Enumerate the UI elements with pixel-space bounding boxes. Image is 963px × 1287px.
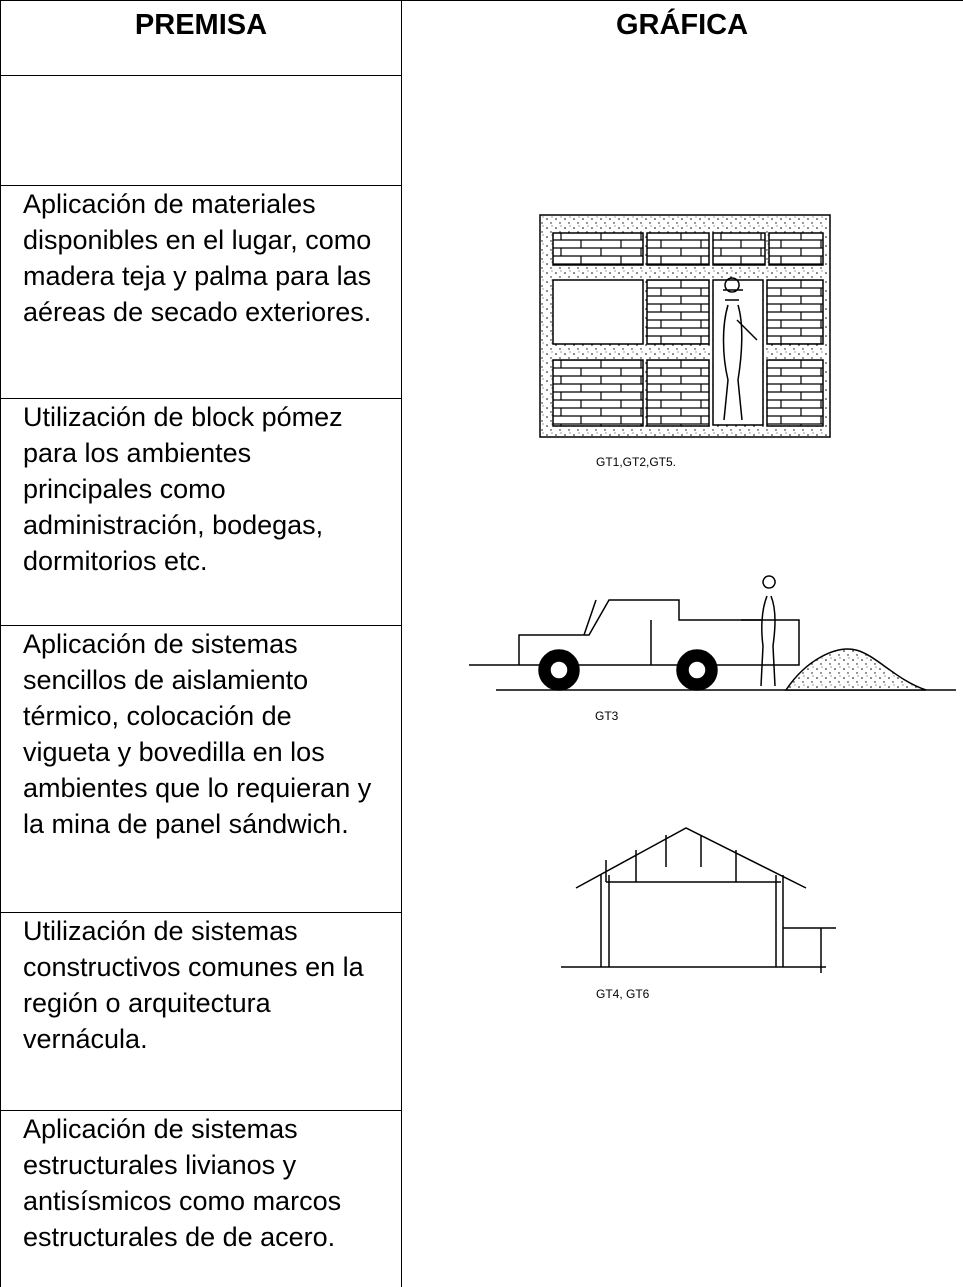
- figure-caption: GT1,GT2,GT5.: [596, 455, 677, 469]
- drawings: [469, 214, 956, 973]
- empty-cell: [0, 75, 402, 186]
- wall-drawing: [539, 214, 831, 438]
- header-grafica: GRÁFICA: [401, 0, 963, 76]
- premise: Utilización de block pómez para los ambi…: [0, 398, 402, 626]
- premise: Utilización de sistemas constructivos co…: [0, 912, 402, 1111]
- figure-caption: GT4, GT6: [596, 987, 650, 1001]
- figure-caption: GT3: [595, 709, 619, 723]
- premise: Aplicación de sistemas sencillos de aisl…: [0, 625, 402, 913]
- truck-drawing: [469, 575, 956, 691]
- header-premisa: PREMISA: [0, 0, 402, 76]
- premise: Aplicación de materiales disponibles en …: [0, 185, 402, 399]
- house-drawing: [561, 827, 836, 973]
- premise: Aplicación de sistemas estructurales liv…: [0, 1110, 402, 1287]
